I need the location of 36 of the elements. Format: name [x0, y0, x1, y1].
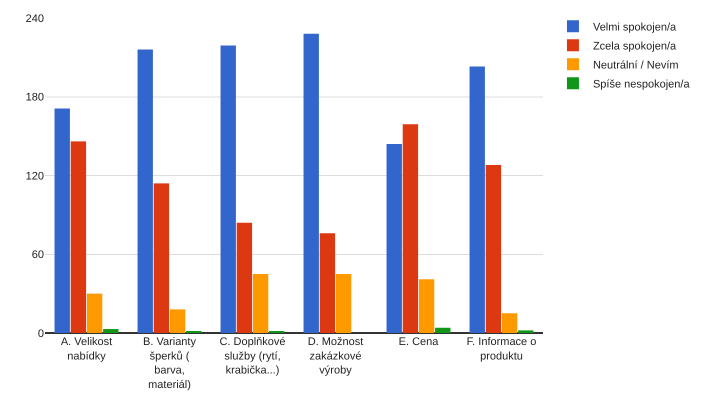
x-tick-label: A. Velikost nabídky: [60, 336, 112, 362]
bar: [486, 165, 502, 333]
legend-label: Zcela spokojen/a: [592, 40, 678, 52]
bar: [502, 313, 518, 333]
bar: [236, 222, 252, 333]
legend-label: Spíše nespokojen/a: [592, 78, 690, 90]
bar: [402, 124, 418, 333]
y-tick-label: 240: [26, 12, 44, 25]
bar: [54, 108, 70, 333]
bar: [518, 330, 534, 333]
bar: [304, 34, 319, 333]
x-tick-label: C. Doplňkové služby (rytí, krabička...): [219, 336, 286, 377]
bar: [86, 294, 102, 333]
bar: [220, 46, 236, 333]
bar: [252, 274, 268, 333]
x-tick-label: F. Informace o produktu: [466, 336, 536, 362]
legend-label: Neutrální / Nevím: [592, 59, 679, 72]
bar: [154, 183, 170, 333]
y-tick-label: 180: [26, 92, 44, 104]
legend-label: Velmi spokojen/a: [592, 21, 678, 34]
bar: [418, 279, 434, 333]
bar: [138, 50, 153, 333]
x-tick-label: E. Cena: [398, 336, 440, 348]
bar: [70, 141, 86, 333]
bar: [386, 144, 402, 333]
bar: [435, 328, 450, 333]
y-tick-label: 120: [26, 170, 44, 182]
x-tick-label: B. Varianty šperků ( barva, materiál): [143, 336, 196, 391]
y-tick-label: 60: [32, 249, 44, 262]
x-tick-label: D. Možnost zakázkové výroby: [308, 336, 364, 377]
bar: [336, 274, 352, 333]
bar: [320, 233, 336, 333]
bar: [470, 66, 485, 333]
bar: [103, 329, 118, 333]
y-tick-label: 0: [38, 328, 44, 340]
bar: [170, 309, 186, 333]
